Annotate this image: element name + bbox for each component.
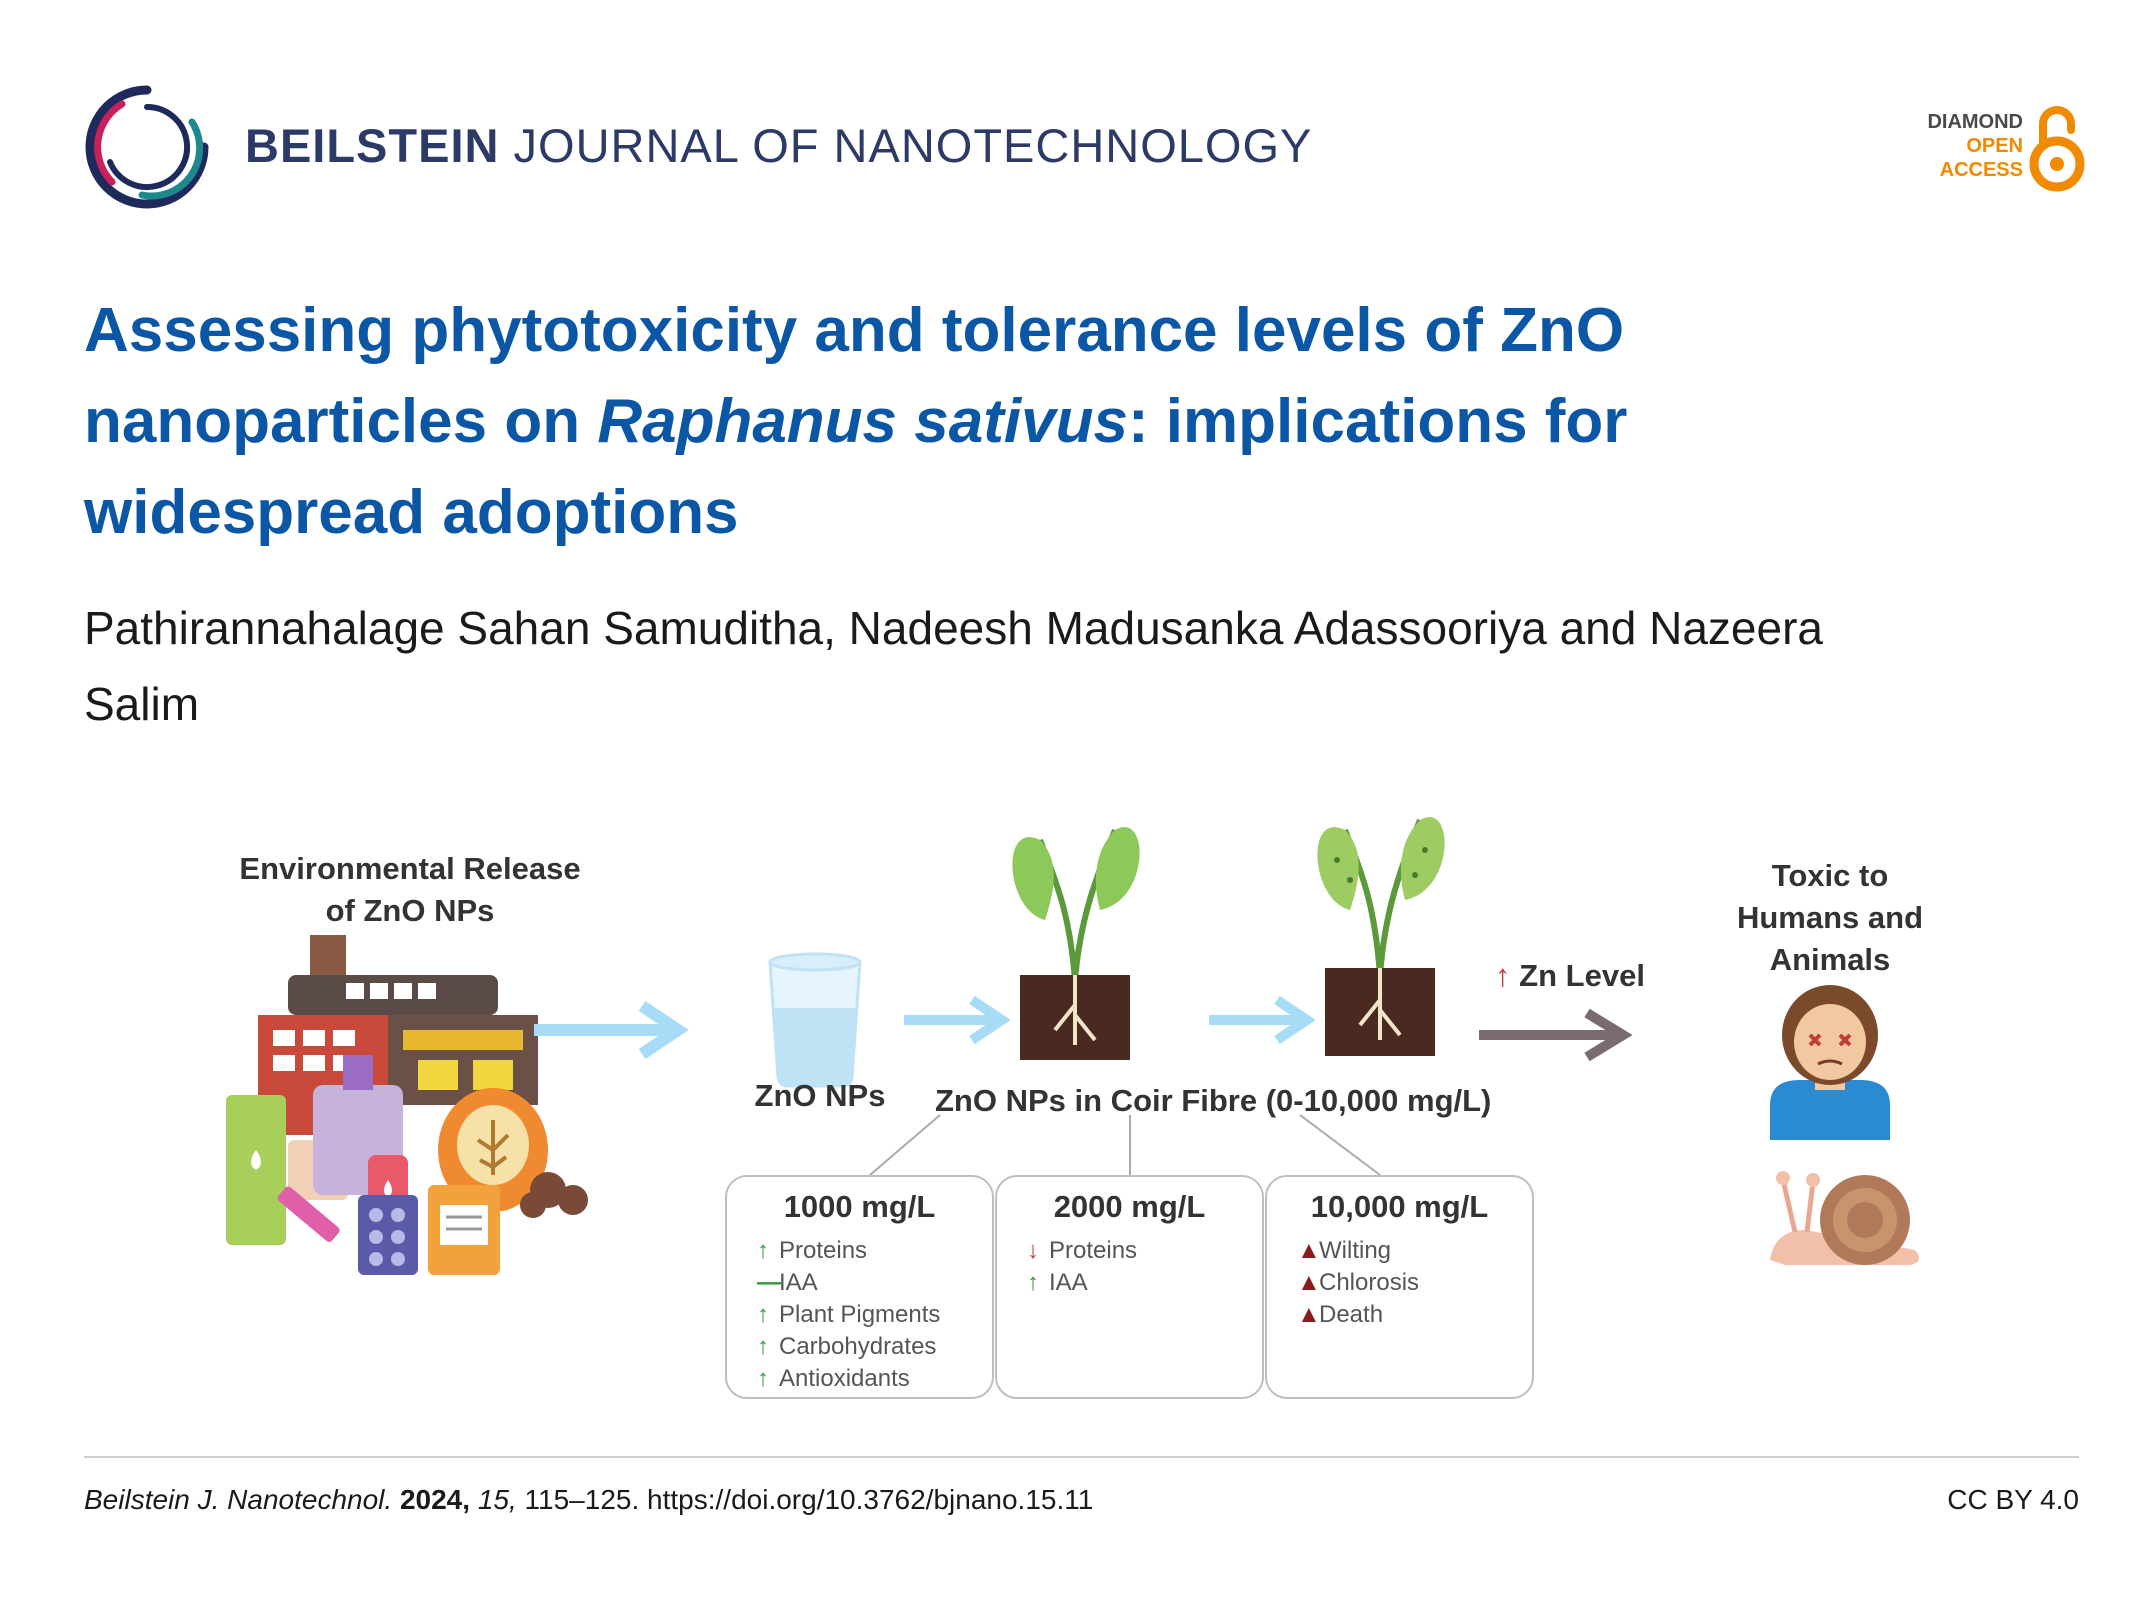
effect-item: ↑ IAA bbox=[1027, 1267, 1137, 1299]
effect-item: ▲Death bbox=[1297, 1299, 1419, 1331]
wilted-plant-icon bbox=[1317, 817, 1445, 1056]
graphical-abstract: Environmental Release of ZnO NPs bbox=[200, 780, 1960, 1410]
effect-item: ▲Wilting bbox=[1297, 1235, 1419, 1267]
arrow-right-icon bbox=[904, 995, 1010, 1045]
citation-year: 2024, bbox=[399, 1484, 471, 1515]
arrow-right-icon bbox=[534, 1001, 689, 1059]
toxic-line1: Toxic to bbox=[1771, 858, 1889, 893]
footer-divider bbox=[84, 1456, 2079, 1458]
release-label-line1: Environmental Release bbox=[239, 851, 581, 886]
beaker-label: ZnO NPs bbox=[754, 1078, 886, 1113]
title-part2: : implications for widespread adoptions bbox=[84, 387, 1628, 547]
effect-box-2000: 2000 mg/L ↓ Proteins ↑ IAA bbox=[995, 1175, 1264, 1399]
increase-arrow-icon: ↑ bbox=[757, 1237, 769, 1264]
warning-triangle-icon: ▲ bbox=[1297, 1301, 1321, 1328]
citation-volume: 15, bbox=[477, 1484, 517, 1515]
zn-level-text: Zn Level bbox=[1519, 958, 1645, 993]
effect-item: ↑ Antioxidants bbox=[757, 1363, 940, 1395]
increase-arrow-icon: ↑ bbox=[757, 1301, 769, 1328]
effect-item: ↑ Proteins bbox=[757, 1235, 940, 1267]
toxic-line3: Animals bbox=[1769, 942, 1891, 977]
warning-triangle-icon: ▲ bbox=[1297, 1269, 1321, 1296]
connector-lines bbox=[869, 1114, 1381, 1176]
increase-arrow-icon: ↑ bbox=[757, 1365, 769, 1392]
title-species: Raphanus sativus bbox=[597, 387, 1128, 456]
pollution-sources-icon bbox=[226, 935, 588, 1275]
decrease-arrow-icon: ↓ bbox=[1027, 1237, 1039, 1264]
arrow-right-icon bbox=[1209, 995, 1315, 1045]
license-label: CC BY 4.0 bbox=[1947, 1484, 2079, 1515]
oa-access: ACCESS bbox=[1939, 159, 2023, 181]
diamond-open-access-badge: DIAMOND OPEN ACCESS bbox=[1895, 100, 2085, 195]
journal-name-bold: BEILSTEIN bbox=[245, 119, 500, 172]
oa-open: OPEN bbox=[1966, 135, 2023, 157]
title-part1: Assessing phytotoxicity and tolerance le… bbox=[84, 296, 1625, 456]
oa-diamond: DIAMOND bbox=[1927, 111, 2023, 133]
beaker-icon bbox=[768, 952, 862, 1088]
increase-arrow-icon: ↑ bbox=[1495, 958, 1511, 993]
sick-human-icon bbox=[1770, 985, 1890, 1140]
seedling-plant-icon bbox=[1012, 827, 1140, 1060]
citation-doi-link[interactable]: 115–125. https://doi.org/10.3762/bjnano.… bbox=[524, 1484, 1094, 1515]
effect-item: —IAA bbox=[757, 1267, 940, 1299]
increase-arrow-icon: ↑ bbox=[757, 1333, 769, 1360]
effect-item: ↑ Plant Pigments bbox=[757, 1299, 940, 1331]
journal-logo-icon bbox=[85, 85, 209, 209]
journal-name-rest: JOURNAL OF NANOTECHNOLOGY bbox=[499, 119, 1313, 172]
effect-box-10000: 10,000 mg/L ▲Wilting ▲Chlorosis ▲Death bbox=[1265, 1175, 1534, 1399]
snail-icon bbox=[1770, 1171, 1919, 1265]
effect-box-heading: 1000 mg/L bbox=[783, 1189, 936, 1224]
release-label-line2: of ZnO NPs bbox=[325, 893, 495, 928]
release-label: Environmental Release of ZnO NPs bbox=[200, 848, 620, 932]
citation-journal: Beilstein J. Nanotechnol. bbox=[84, 1484, 393, 1515]
zn-level-label: ↑ Zn Level bbox=[1470, 955, 1670, 997]
increase-arrow-icon: ↑ bbox=[1027, 1269, 1039, 1296]
journal-name: BEILSTEIN JOURNAL OF NANOTECHNOLOGY bbox=[245, 118, 1312, 173]
effect-box-heading: 10,000 mg/L bbox=[1310, 1189, 1489, 1224]
effect-item: ↓ Proteins bbox=[1027, 1235, 1137, 1267]
effect-box-1000: 1000 mg/L ↑ Proteins —IAA ↑ Plant Pigments… bbox=[725, 1175, 994, 1399]
warning-triangle-icon: ▲ bbox=[1297, 1237, 1321, 1264]
coir-fibre-label: ZnO NPs in Coir Fibre (0-10,000 mg/L) bbox=[935, 1083, 1492, 1118]
citation: Beilstein J. Nanotechnol. 2024, 15, 115–… bbox=[84, 1484, 1093, 1516]
toxic-line2: Humans and bbox=[1736, 900, 1924, 935]
article-title: Assessing phytotoxicity and tolerance le… bbox=[84, 285, 1864, 558]
effect-item: ▲Chlorosis bbox=[1297, 1267, 1419, 1299]
toxic-label: Toxic to Humans and Animals bbox=[1705, 855, 1955, 981]
no-change-icon: — bbox=[757, 1269, 781, 1296]
arrow-right-icon bbox=[1479, 1008, 1633, 1062]
effect-box-heading: 2000 mg/L bbox=[1053, 1189, 1206, 1224]
open-lock-icon bbox=[2029, 106, 2085, 192]
effect-item: ↑ Carbohydrates bbox=[757, 1331, 940, 1363]
article-authors: Pathirannahalage Sahan Samuditha, Nadees… bbox=[84, 602, 1823, 730]
